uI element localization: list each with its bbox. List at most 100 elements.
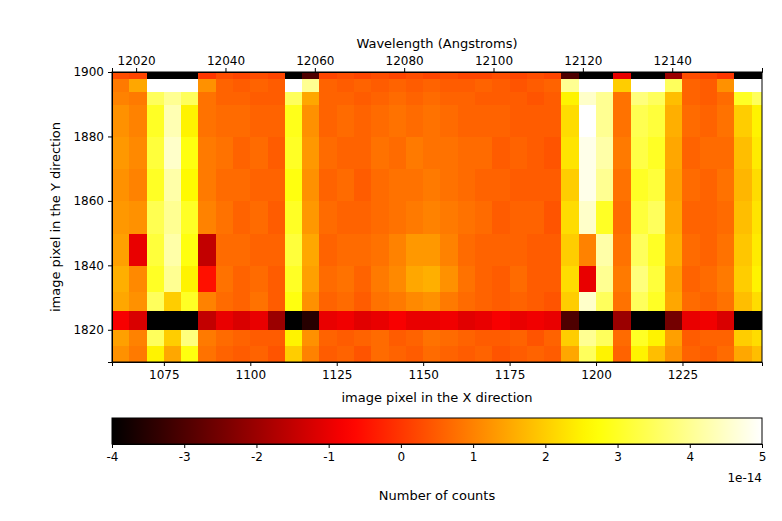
heatmap-cell xyxy=(527,330,545,347)
heatmap-cell xyxy=(613,233,631,266)
heatmap-cell xyxy=(648,265,666,291)
heatmap-cell xyxy=(700,265,718,291)
heatmap-cell xyxy=(302,136,320,169)
heatmap-cells xyxy=(112,72,762,362)
heatmap-cell xyxy=(302,310,320,330)
plot-frame xyxy=(112,72,762,362)
heatmap-cell xyxy=(631,310,649,330)
heatmap-cell xyxy=(527,136,545,169)
colorbar-axis-tick-mark xyxy=(329,444,330,448)
heatmap-cell xyxy=(631,136,649,169)
heatmap-cell xyxy=(233,201,251,234)
heatmap-cell xyxy=(492,72,510,79)
heatmap-cell xyxy=(268,265,286,291)
heatmap-cell xyxy=(596,265,614,291)
heatmap-cell xyxy=(561,104,579,137)
heatmap-cell xyxy=(302,233,320,266)
x-axis-title: image pixel in the X direction xyxy=(342,390,533,405)
colorbar-axis-tick: 2 xyxy=(542,444,550,464)
heatmap-cell xyxy=(147,310,165,330)
colorbar-axis-tick: -3 xyxy=(179,444,191,464)
heatmap-cell xyxy=(371,104,389,137)
top-x-axis-tick-label: 12120 xyxy=(564,54,602,68)
heatmap-cell xyxy=(371,291,389,311)
heatmap-cell xyxy=(648,201,666,234)
heatmap-cell xyxy=(389,265,407,291)
heatmap-cell xyxy=(354,104,372,137)
y-axis-tick-label: 1880 xyxy=(73,130,104,144)
heatmap-cell xyxy=(181,78,199,91)
heatmap-cell xyxy=(285,78,303,91)
heatmap-cell xyxy=(682,104,700,137)
heatmap-cell xyxy=(752,330,762,347)
heatmap-cell xyxy=(475,291,493,311)
heatmap-cell xyxy=(319,330,337,347)
x-axis-tick-label: 1100 xyxy=(236,368,267,382)
colorbar-title: Number of counts xyxy=(379,488,496,503)
heatmap-cell xyxy=(510,72,528,79)
heatmap-cell xyxy=(717,310,735,330)
heatmap-cell xyxy=(337,201,355,234)
heatmap-cell xyxy=(717,346,735,362)
top-x-axis-tick-mark xyxy=(494,68,495,72)
heatmap-cell xyxy=(319,72,337,79)
heatmap-cell xyxy=(423,91,441,104)
heatmap-cell xyxy=(631,233,649,266)
heatmap-cell xyxy=(717,91,735,104)
heatmap-cell xyxy=(579,104,597,137)
heatmap-cell xyxy=(112,91,130,104)
heatmap-cell xyxy=(682,136,700,169)
x-axis-tick-label: 1150 xyxy=(408,368,439,382)
heatmap-cell xyxy=(354,233,372,266)
top-x-axis-tick-mark xyxy=(404,68,405,72)
heatmap-cell xyxy=(440,91,458,104)
heatmap-cell xyxy=(319,310,337,330)
heatmap-cell xyxy=(164,310,182,330)
heatmap-cell xyxy=(423,78,441,91)
colorbar-axis-tick-mark xyxy=(184,444,185,448)
heatmap-cell xyxy=(371,169,389,202)
heatmap-cell xyxy=(181,330,199,347)
top-x-axis-tick: 12140 xyxy=(654,54,692,72)
heatmap-cell xyxy=(648,291,666,311)
y-axis-tick-mark xyxy=(108,330,112,331)
y-axis-tick-mark xyxy=(108,201,112,202)
heatmap-cell xyxy=(389,169,407,202)
heatmap-cell xyxy=(250,72,268,79)
colorbar-axis-tick-mark xyxy=(256,444,257,448)
heatmap-cell xyxy=(510,346,528,362)
heatmap-cell xyxy=(389,136,407,169)
heatmap-cell xyxy=(389,291,407,311)
heatmap-cell xyxy=(458,265,476,291)
heatmap-cell xyxy=(613,169,631,202)
heatmap-cell xyxy=(406,310,424,330)
y-axis-tick-label: 1860 xyxy=(73,194,104,208)
heatmap-cell xyxy=(181,104,199,137)
heatmap-cell xyxy=(596,330,614,347)
heatmap-cell xyxy=(613,330,631,347)
heatmap-cell xyxy=(423,136,441,169)
top-x-axis-tick: 12100 xyxy=(475,54,513,72)
heatmap-cell xyxy=(181,72,199,79)
heatmap-cell xyxy=(475,104,493,137)
heatmap-cell xyxy=(440,104,458,137)
heatmap-cell xyxy=(354,310,372,330)
heatmap-cell xyxy=(527,291,545,311)
heatmap-cell xyxy=(717,169,735,202)
heatmap-cell xyxy=(250,310,268,330)
heatmap-cell xyxy=(112,291,130,311)
heatmap-cell xyxy=(164,346,182,362)
heatmap-cell xyxy=(147,91,165,104)
heatmap-cell xyxy=(164,72,182,79)
heatmap-cell xyxy=(302,265,320,291)
x-axis-tick-label: 1225 xyxy=(668,368,699,382)
heatmap-cell xyxy=(734,72,752,79)
heatmap-cell xyxy=(700,201,718,234)
heatmap-cell xyxy=(544,104,562,137)
heatmap-cell xyxy=(337,310,355,330)
heatmap-cell xyxy=(665,233,683,266)
heatmap-cell xyxy=(371,265,389,291)
heatmap-cell xyxy=(337,346,355,362)
x-axis-tick: 1150 xyxy=(408,362,439,382)
heatmap-cell xyxy=(648,330,666,347)
